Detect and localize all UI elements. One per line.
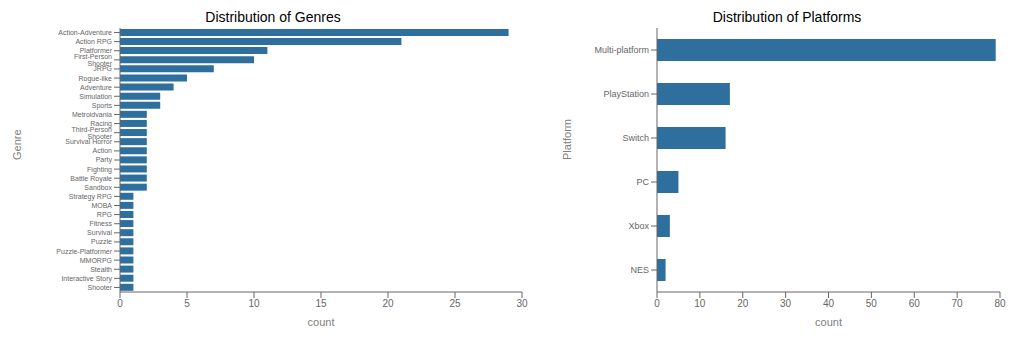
svg-text:40: 40 <box>823 298 835 309</box>
svg-text:60: 60 <box>909 298 921 309</box>
svg-text:MMORPG: MMORPG <box>80 257 112 264</box>
svg-text:Xbox: Xbox <box>628 221 649 231</box>
svg-text:Battle Royale: Battle Royale <box>70 175 112 183</box>
svg-text:Fitness: Fitness <box>89 220 112 227</box>
svg-text:Strategy RPG: Strategy RPG <box>69 193 112 201</box>
svg-text:Fighting: Fighting <box>87 166 112 174</box>
svg-text:Sports: Sports <box>92 102 113 110</box>
svg-text:Genre: Genre <box>11 129 23 160</box>
svg-text:50: 50 <box>866 298 878 309</box>
svg-text:Survival Horror: Survival Horror <box>65 138 112 145</box>
svg-text:Simulation: Simulation <box>79 93 112 100</box>
svg-text:10: 10 <box>248 298 260 309</box>
svg-text:Action-Adventure: Action-Adventure <box>58 29 112 36</box>
svg-text:Puzzle: Puzzle <box>91 238 112 245</box>
svg-text:10: 10 <box>694 298 706 309</box>
svg-text:Puzzle-Platformer: Puzzle-Platformer <box>56 248 112 255</box>
svg-text:Adventure: Adventure <box>80 84 112 91</box>
svg-text:Sandbox: Sandbox <box>84 184 112 191</box>
svg-text:15: 15 <box>315 298 327 309</box>
svg-text:Rogue-like: Rogue-like <box>79 75 113 83</box>
svg-text:25: 25 <box>449 298 461 309</box>
svg-text:Action: Action <box>93 147 113 154</box>
svg-text:Party: Party <box>96 156 113 164</box>
svg-text:70: 70 <box>952 298 964 309</box>
svg-text:Platform: Platform <box>561 119 573 160</box>
svg-text:0: 0 <box>117 298 123 309</box>
svg-text:Shooter: Shooter <box>87 284 112 291</box>
svg-text:Metroidvania: Metroidvania <box>72 111 112 118</box>
svg-text:PlayStation: PlayStation <box>603 89 649 99</box>
svg-text:MOBA: MOBA <box>91 202 112 209</box>
svg-text:count: count <box>308 316 335 326</box>
svg-text:Action RPG: Action RPG <box>75 38 112 45</box>
svg-text:30: 30 <box>780 298 792 309</box>
svg-text:80: 80 <box>994 298 1006 309</box>
svg-text:JRPG: JRPG <box>93 65 112 72</box>
svg-text:PC: PC <box>636 177 649 187</box>
svg-text:Switch: Switch <box>622 133 649 143</box>
svg-text:count: count <box>815 316 842 326</box>
svg-text:5: 5 <box>184 298 190 309</box>
svg-text:NES: NES <box>630 265 649 275</box>
svg-text:20: 20 <box>737 298 749 309</box>
svg-text:0: 0 <box>654 298 660 309</box>
svg-text:Survival: Survival <box>87 229 112 236</box>
svg-text:Multi-platform: Multi-platform <box>594 45 649 55</box>
svg-text:RPG: RPG <box>97 211 112 218</box>
svg-text:Stealth: Stealth <box>90 266 112 273</box>
svg-text:30: 30 <box>516 298 528 309</box>
svg-text:Interactive Story: Interactive Story <box>61 275 112 283</box>
svg-text:20: 20 <box>382 298 394 309</box>
